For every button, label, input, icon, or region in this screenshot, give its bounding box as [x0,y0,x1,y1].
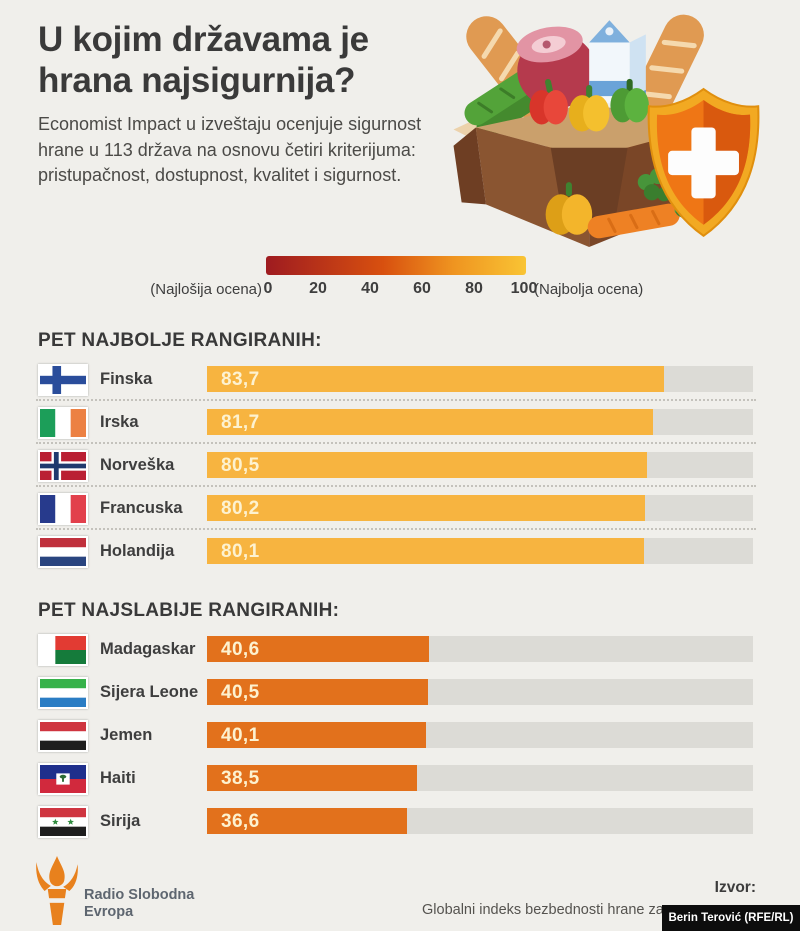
bar-track: 81,7 [207,409,753,435]
bar-fill: 40,1 [207,722,426,748]
rfe-logo-line1: Radio Slobodna [84,887,195,903]
country-label: Sijera Leone [100,683,199,701]
bar-track: 80,5 [207,452,753,478]
flag-icon-netherlands [38,536,88,568]
bar-fill: 80,2 [207,495,645,521]
country-row: Haiti 38,5 [0,757,800,800]
bar-track: 83,7 [207,366,753,392]
country-row: Irska 81,7 [0,401,800,444]
country-row: Holandija 80,1 [0,530,800,573]
country-row: Finska 83,7 [0,358,800,401]
flag-icon-finland [38,364,88,396]
bar-value: 80,2 [221,498,260,519]
yellow-pepper-icon [568,84,610,132]
ranking-section: PET NAJBOLJE RANGIRANIH: Finska 83,7 Irska 8… [0,330,800,573]
rfe-logo-line2: Evropa [84,904,134,920]
bar-fill: 38,5 [207,765,418,791]
page-title: U kojim državama je hrana najsigurnija? [38,20,369,100]
country-row: Jemen 40,1 [0,714,800,757]
bar-value: 81,7 [221,412,260,433]
bar-value: 40,5 [221,682,260,703]
bar-value: 40,6 [221,639,260,660]
scale-tick: 40 [361,280,379,297]
flag-icon-ireland [38,407,88,439]
shield-cross-icon [647,87,760,238]
flag-icon-france [38,493,88,525]
scale-min-label: (Najlošija ocena) [150,281,262,298]
bar-track: 36,6 [207,808,753,834]
scale-tick: 20 [309,280,327,297]
ranking-section: PET NAJSLABIJE RANGIRANIH: Madagaskar 40,6… [0,600,800,843]
bar-fill: 40,5 [207,679,429,705]
source-text: Globalni indeks bezbednosti hrane za [422,902,664,918]
country-label: Francuska [100,499,183,517]
scale-tick: 0 [263,280,273,297]
country-label: Irska [100,413,139,431]
flag-icon-syria [38,806,88,838]
bar-value: 83,7 [221,369,260,390]
country-label: Sirija [100,812,141,830]
country-row: Sijera Leone 40,5 [0,671,800,714]
country-row: Sirija 36,6 [0,800,800,843]
scale-tick: 60 [413,280,431,297]
rfe-logo-text: Radio Slobodna Evropa [84,887,194,921]
flag-icon-yemen [38,720,88,752]
country-label: Norveška [100,456,175,474]
bar-fill: 40,6 [207,636,429,662]
front-yellow-pepper-icon [545,182,593,235]
flag-icon-madagascar [38,634,88,666]
flag-icon-norway [38,450,88,482]
bar-fill: 80,1 [207,538,645,564]
score-gradient-scale [266,256,526,275]
scale-max-label: (Najbolja ocena) [534,281,644,298]
country-label: Haiti [100,769,136,787]
red-pepper-icon [529,78,568,125]
bar-track: 40,5 [207,679,753,705]
bar-value: 40,1 [221,725,260,746]
country-label: Madagaskar [100,640,196,658]
rfe-torch-logo-icon [36,856,78,925]
country-row: Francuska 80,2 [0,487,800,530]
bar-fill: 36,6 [207,808,407,834]
bar-value: 80,1 [221,541,260,562]
country-label: Jemen [100,726,153,744]
country-label: Finska [100,370,153,388]
scale-tick: 100 [510,280,538,297]
bar-value: 38,5 [221,768,260,789]
flag-icon-haiti [38,763,88,795]
bar-track: 40,6 [207,636,753,662]
section-heading: PET NAJBOLJE RANGIRANIH: [38,330,322,351]
flag-icon-sierra-leone [38,677,88,709]
source-label: Izvor: [714,879,756,896]
bar-fill: 80,5 [207,452,647,478]
photo-credit-badge: Berin Terović (RFE/RL) [662,905,800,931]
scale-tick: 80 [465,280,483,297]
bar-track: 38,5 [207,765,753,791]
section-heading: PET NAJSLABIJE RANGIRANIH: [38,600,340,621]
bar-value: 80,5 [221,455,260,476]
meat-icon [516,26,597,109]
food-box-shield-illustration [453,14,760,247]
bar-value: 36,6 [221,811,260,832]
bar-fill: 81,7 [207,409,654,435]
bar-track: 80,1 [207,538,753,564]
country-row: Madagaskar 40,6 [0,628,800,671]
page-subtitle: Economist Impact u izveštaju ocenjuje si… [38,114,422,186]
green-pepper-icon [610,78,649,123]
country-label: Holandija [100,542,175,560]
country-row: Norveška 80,5 [0,444,800,487]
bar-track: 40,1 [207,722,753,748]
bar-track: 80,2 [207,495,753,521]
bar-fill: 83,7 [207,366,664,392]
